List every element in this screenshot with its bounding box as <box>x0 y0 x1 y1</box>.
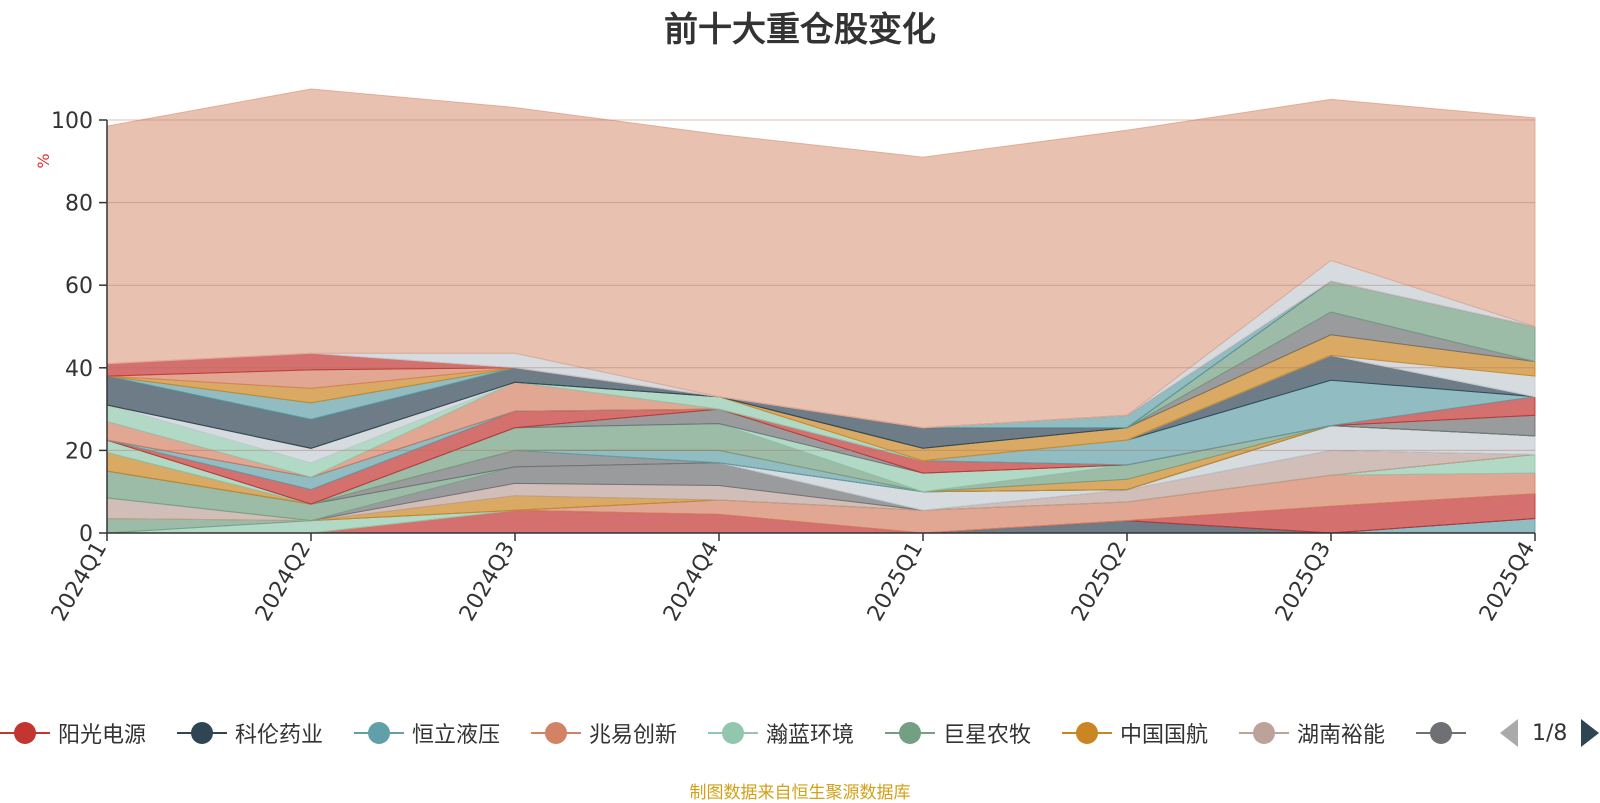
legend-prev-page-icon[interactable] <box>1500 719 1518 747</box>
legend-label: 科伦药业 <box>235 723 324 748</box>
legend-item[interactable] <box>1416 716 1474 750</box>
x-tick-label: 2024Q4 <box>659 538 724 626</box>
legend-item[interactable]: 阳光电源 <box>0 716 146 750</box>
legend: 阳光电源 科伦药业 恒立液压 兆易创新 瀚蓝环境 巨星农牧 中国国航 湖南裕能 <box>0 716 1600 750</box>
y-tick-label: 40 <box>65 357 93 382</box>
legend-label: 湖南裕能 <box>1297 723 1386 748</box>
legend-marker-icon <box>354 716 404 750</box>
x-tick-label: 2024Q2 <box>251 538 316 626</box>
legend-item[interactable]: 瀚蓝环境 <box>708 716 854 750</box>
y-tick-label: 80 <box>65 192 93 217</box>
x-tick-label: 2024Q3 <box>455 538 520 626</box>
legend-page-indicator: 1/8 <box>1532 720 1568 746</box>
legend-item[interactable]: 恒立液压 <box>354 716 500 750</box>
area-series-group <box>106 88 1536 534</box>
legend-item[interactable]: 科伦药业 <box>177 716 323 750</box>
area-series-33 <box>106 88 1536 429</box>
legend-item[interactable]: 兆易创新 <box>531 716 677 750</box>
x-tick-label: 2024Q1 <box>47 538 112 626</box>
y-tick-label: 60 <box>65 274 93 299</box>
legend-label: 阳光电源 <box>58 723 147 748</box>
legend-next-page-icon[interactable] <box>1581 719 1600 747</box>
x-tick-label: 2025Q3 <box>1271 538 1336 626</box>
data-source-note: 制图数据来自恒生聚源数据库 <box>689 783 911 803</box>
legend-marker-icon <box>708 716 758 750</box>
legend-item[interactable]: 湖南裕能 <box>1239 716 1385 750</box>
legend-marker-icon <box>1239 716 1289 750</box>
legend-item[interactable]: 巨星农牧 <box>885 716 1031 750</box>
legend-marker-icon <box>885 716 935 750</box>
x-tick-label: 2025Q1 <box>863 538 928 626</box>
y-axis-label: % <box>34 153 53 168</box>
legend-item[interactable]: 中国国航 <box>1062 716 1208 750</box>
legend-label: 兆易创新 <box>589 723 678 748</box>
x-tick-label: 2025Q4 <box>1475 538 1540 626</box>
legend-marker-icon <box>177 716 227 750</box>
y-tick-label: 20 <box>65 439 93 464</box>
x-tick-label: 2025Q2 <box>1067 538 1132 626</box>
legend-label: 中国国航 <box>1120 723 1209 748</box>
legend-marker-icon <box>1062 716 1112 750</box>
legend-marker-icon <box>0 716 50 750</box>
legend-marker-icon <box>531 716 581 750</box>
legend-label: 瀚蓝环境 <box>766 723 855 748</box>
legend-marker-icon <box>1416 716 1466 750</box>
legend-pager: 1/8 <box>1500 716 1600 750</box>
y-tick-label: 0 <box>79 522 93 547</box>
chart-title: 前十大重仓股变化 <box>664 10 936 50</box>
legend-items: 阳光电源 科伦药业 恒立液压 兆易创新 瀚蓝环境 巨星农牧 中国国航 湖南裕能 <box>0 716 1480 750</box>
legend-label: 巨星农牧 <box>943 723 1032 748</box>
grid-lines <box>107 119 1535 451</box>
y-tick-label: 100 <box>51 109 93 134</box>
legend-label: 恒立液压 <box>412 723 501 748</box>
